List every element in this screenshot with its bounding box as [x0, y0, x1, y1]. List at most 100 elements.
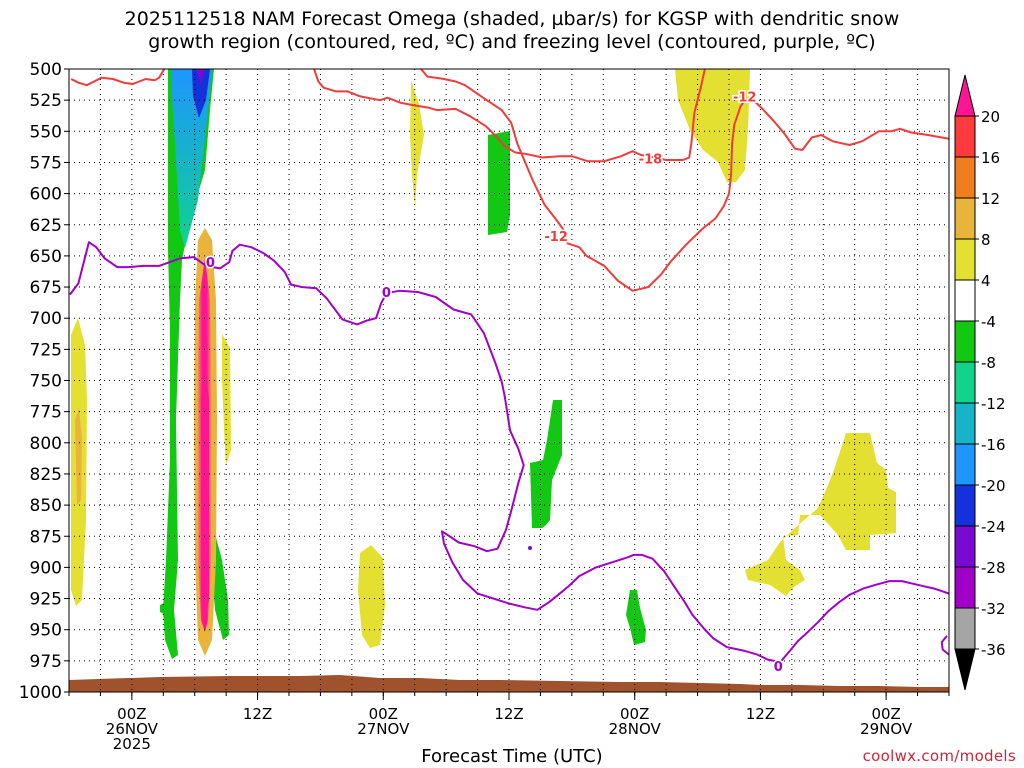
colorbar-label: -16 [981, 436, 1006, 454]
colorbar-label: -20 [981, 477, 1006, 495]
contour-label: -12 [733, 90, 757, 105]
x-tick-label: 00Z [620, 705, 649, 723]
colorbar: 20 16 12 8 4 -4 -8 -12 -16 -20 -24 -28 -32 -36 [954, 74, 1006, 691]
contour-label: 0 [382, 286, 391, 301]
x-tick-label: 00Z [117, 705, 146, 723]
omega-region [196, 69, 204, 85]
y-tick-label: 925 [30, 590, 62, 610]
colorbar-label: 8 [981, 231, 991, 249]
x-tick-label: 12Z [746, 705, 775, 723]
omega-region [160, 602, 166, 615]
colorbar-cell [954, 279, 976, 322]
colorbar-label: -32 [981, 600, 1006, 618]
y-tick-label: 850 [30, 496, 62, 516]
colorbar-cell [954, 648, 976, 691]
omega-region [626, 590, 646, 645]
omega-region [163, 69, 214, 659]
colorbar-cell [954, 238, 976, 281]
contour-lines [69, 69, 949, 664]
x-tick-label: 28NOV [609, 720, 662, 738]
omega-region [530, 400, 562, 528]
colorbar-label: -36 [981, 641, 1006, 659]
colorbar-cell [954, 74, 976, 117]
colorbar-cell [954, 197, 976, 240]
colorbar-cell [954, 525, 976, 568]
contour-label: 0 [774, 660, 783, 675]
colorbar-label: -4 [981, 313, 996, 331]
omega-region [192, 69, 210, 118]
y-tick-label: 825 [30, 465, 62, 485]
y-tick-label: 1000 [19, 683, 62, 703]
contour-line [420, 69, 949, 292]
x-tick-label: 29NOV [860, 720, 913, 738]
contour-line [940, 635, 949, 656]
omega-region [488, 131, 510, 235]
omega-region [528, 546, 532, 550]
omega-region [212, 530, 229, 640]
colorbar-cell [954, 566, 976, 609]
y-tick-label: 800 [30, 434, 62, 454]
colorbar-label: 4 [981, 272, 991, 290]
omega-region [745, 433, 896, 596]
colorbar-cell [954, 607, 976, 650]
title-line-1: 2025112518 NAM Forecast Omega (shaded, µ… [124, 8, 900, 30]
y-tick-label: 625 [30, 216, 62, 236]
y-tick-label: 600 [30, 185, 62, 205]
y-tick-label: 500 [30, 60, 62, 80]
x-tick-label: 2025 [113, 735, 151, 753]
contour-label: 0 [206, 256, 215, 271]
y-tick-label: 950 [30, 621, 62, 641]
y-tick-label: 675 [30, 278, 62, 298]
y-tick-label: 700 [30, 309, 62, 329]
omega-region [358, 545, 385, 648]
y-tick-label: 525 [30, 91, 62, 111]
colorbar-label: -12 [981, 395, 1006, 413]
colorbar-label: -28 [981, 559, 1006, 577]
y-tick-label: 550 [30, 122, 62, 142]
colorbar-cell [954, 402, 976, 445]
credit-text: coolwx.com/models [862, 747, 1016, 765]
y-axis: 500 525 550 575 600 625 650 675 700 725 750 775 800 8… [19, 60, 69, 703]
colorbar-cell [954, 115, 976, 158]
colorbar-cell [954, 443, 976, 486]
x-tick-label: 00Z [871, 705, 900, 723]
chart-title: 2025112518 NAM Forecast Omega (shaded, µ… [0, 8, 1024, 54]
omega-region [172, 69, 212, 248]
omega-region [675, 69, 750, 182]
x-tick-label: 12Z [494, 705, 523, 723]
contour-line [313, 69, 706, 163]
colorbar-label: -8 [981, 354, 996, 372]
contour-labels: -18 -12 -12 0 0 0 [204, 89, 784, 676]
y-tick-label: 975 [30, 652, 62, 672]
colorbar-cell [954, 361, 976, 404]
colorbar-label: 16 [981, 149, 1000, 167]
x-axis-title: Forecast Time (UTC) [421, 746, 603, 767]
title-line-2: growth region (contoured, red, ºC) and f… [148, 31, 876, 53]
x-tick-label: 00Z [369, 705, 398, 723]
y-tick-label: 775 [30, 403, 62, 423]
y-tick-label: 725 [30, 340, 62, 360]
y-tick-label: 875 [30, 527, 62, 547]
omega-region [75, 408, 82, 505]
contour-line [70, 69, 166, 87]
contour-line [69, 241, 949, 664]
x-tick-label: 12Z [243, 705, 272, 723]
y-tick-label: 750 [30, 372, 62, 392]
omega-region [410, 80, 424, 208]
y-tick-label: 575 [30, 153, 62, 173]
colorbar-label: 12 [981, 190, 1000, 208]
x-tick-label: 27NOV [357, 720, 410, 738]
colorbar-cell [954, 156, 976, 199]
contour-label: -18 [639, 153, 663, 168]
colorbar-cell [954, 484, 976, 527]
colorbar-cell [954, 320, 976, 363]
y-tick-label: 650 [30, 247, 62, 267]
contour-label: -12 [544, 230, 568, 245]
y-tick-label: 900 [30, 558, 62, 578]
omega-region [201, 360, 209, 615]
x-tick-label: 26NOV [106, 720, 159, 738]
colorbar-label: 20 [981, 108, 1000, 126]
colorbar-label: -24 [981, 518, 1006, 536]
